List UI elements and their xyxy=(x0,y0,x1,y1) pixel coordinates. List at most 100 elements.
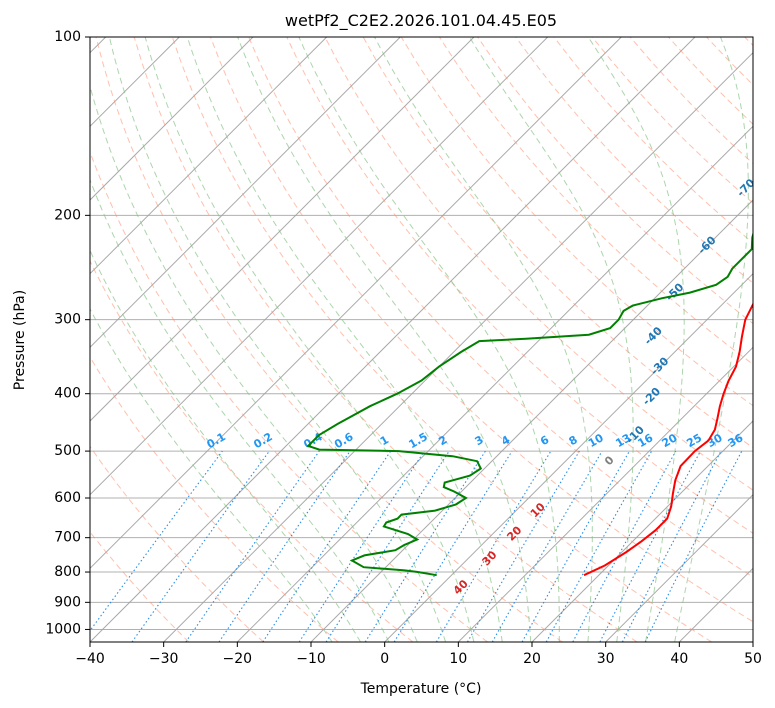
isotherm-line xyxy=(236,125,753,642)
dry-adiabats xyxy=(90,37,753,642)
x-tick-label: 40 xyxy=(670,651,688,667)
mixing-ratio-line xyxy=(467,450,580,642)
mixing-ratio-line xyxy=(325,450,450,642)
y-tick-label: 800 xyxy=(54,564,81,580)
dry-adiabat-label: 40 xyxy=(451,577,471,597)
dewpoint-trace xyxy=(306,231,753,577)
isotherm-line xyxy=(163,51,753,642)
isotherm-line xyxy=(457,346,753,642)
plot-frame xyxy=(89,36,754,643)
isotherms xyxy=(90,37,753,642)
mixing-ratio-line xyxy=(545,450,653,642)
mixing-ratio-line xyxy=(393,450,513,642)
isotherm-line xyxy=(605,493,753,642)
isotherm-zero-label: 0 xyxy=(602,453,617,468)
mixing-ratio-line xyxy=(521,450,630,642)
moist-adiabat-line xyxy=(298,37,560,642)
plot-area: 0.10.20.40.611.52346810131620253036-100-… xyxy=(90,37,775,642)
y-tick-label: 100 xyxy=(54,29,81,45)
isotherm-line xyxy=(90,37,328,275)
dry-adiabat-line xyxy=(744,37,753,47)
mixing-ratio-lines xyxy=(90,450,743,642)
isotherm-label: -40 xyxy=(642,324,665,347)
mixing-ratio-line xyxy=(298,450,425,642)
dry-adiabat-line xyxy=(133,37,638,642)
moist-adiabat-line xyxy=(108,37,446,642)
mixing-ratio-line xyxy=(262,450,392,642)
mixing-ratio-label: 1 xyxy=(378,433,391,448)
isotherm-line xyxy=(310,199,753,642)
isotherm-line xyxy=(90,37,401,349)
y-tick-label: 1000 xyxy=(45,621,81,637)
mixing-ratio-line xyxy=(599,450,701,642)
dry-adiabat-label: 20 xyxy=(504,523,524,543)
moist-adiabat-line xyxy=(90,84,418,642)
x-tick-label: 30 xyxy=(597,651,615,667)
dry-adiabat-line xyxy=(515,37,753,284)
pressure-gridlines xyxy=(90,37,753,630)
y-tick-label: 600 xyxy=(54,490,81,506)
dry-adiabat-line xyxy=(248,37,753,578)
mixing-ratio-label: 0.6 xyxy=(332,430,356,451)
mixing-ratio-line xyxy=(218,450,351,642)
x-tick-label: −20 xyxy=(223,651,253,667)
moist-adiabat-line xyxy=(587,37,685,642)
moist-adiabat-line xyxy=(90,249,362,642)
isotherm-label: -20 xyxy=(640,385,663,408)
mixing-ratio-line xyxy=(185,450,320,642)
mixing-ratio-label: 6 xyxy=(538,433,551,448)
dry-adiabat-line xyxy=(90,259,414,642)
mixing-ratio-line xyxy=(364,450,486,642)
dry-adiabat-line xyxy=(90,445,264,642)
y-tick-label: 200 xyxy=(54,207,81,223)
isotherm-label: -80 xyxy=(765,131,775,154)
y-axis-ticks: 100 200 300 400 500 600 700 800 900 1000 xyxy=(45,29,90,637)
temperature-trace xyxy=(583,302,753,577)
mixing-ratio-label: 36 xyxy=(726,431,746,450)
dry-adiabat-line xyxy=(324,37,753,491)
mixing-ratio-line xyxy=(644,450,743,642)
mixing-ratio-line xyxy=(572,450,677,642)
sounding-series xyxy=(306,231,753,577)
dry-adiabat-line xyxy=(95,37,563,642)
y-axis-label: Pressure (hPa) xyxy=(12,290,28,390)
mixing-ratio-line xyxy=(621,450,722,642)
isotherm-line xyxy=(90,37,622,570)
dry-adiabat-line xyxy=(210,37,753,623)
isotherm-line xyxy=(384,272,753,642)
dry-adiabat-line xyxy=(90,150,488,642)
x-axis-label: Temperature (°C) xyxy=(360,681,482,697)
mixing-ratio-line xyxy=(435,450,552,642)
x-tick-label: 0 xyxy=(380,651,389,667)
isotherm-line xyxy=(752,641,753,642)
mixing-ratio-line xyxy=(90,450,223,632)
x-tick-label: 10 xyxy=(449,651,467,667)
isotherm-line xyxy=(531,420,753,642)
dry-adiabat-line xyxy=(90,531,190,642)
mixing-ratio-label: 10 xyxy=(586,431,606,450)
isotherm-line xyxy=(90,37,549,496)
mixing-ratio-label: 3 xyxy=(473,433,486,448)
x-tick-label: −40 xyxy=(75,651,105,667)
moist-adiabat-line xyxy=(374,37,593,642)
dry-adiabat-line xyxy=(286,37,753,534)
chart-title: wetPf2_C2E2.2026.101.04.45.E05 xyxy=(285,11,557,31)
moist-adiabat-line xyxy=(90,308,333,642)
dry-adiabat-line xyxy=(90,356,339,642)
x-tick-label: 20 xyxy=(523,651,541,667)
moist-adiabat-line xyxy=(237,37,532,642)
x-axis-ticks: −40 −30 −20 −10 0 10 20 30 40 50 xyxy=(75,642,762,667)
y-tick-label: 300 xyxy=(54,312,81,328)
moist-adiabat-line xyxy=(674,37,749,642)
x-tick-label: −10 xyxy=(296,651,326,667)
isotherm-line xyxy=(90,37,475,422)
mixing-ratio-label: 8 xyxy=(567,433,580,448)
y-tick-label: 500 xyxy=(54,443,81,459)
moist-adiabats xyxy=(90,37,749,642)
y-tick-label: 700 xyxy=(54,530,81,546)
isotherm-label: -70 xyxy=(734,176,757,199)
moist-adiabat-line xyxy=(90,178,390,642)
mixing-ratio-label: 2 xyxy=(436,433,449,448)
mixing-ratio-line xyxy=(131,450,270,642)
